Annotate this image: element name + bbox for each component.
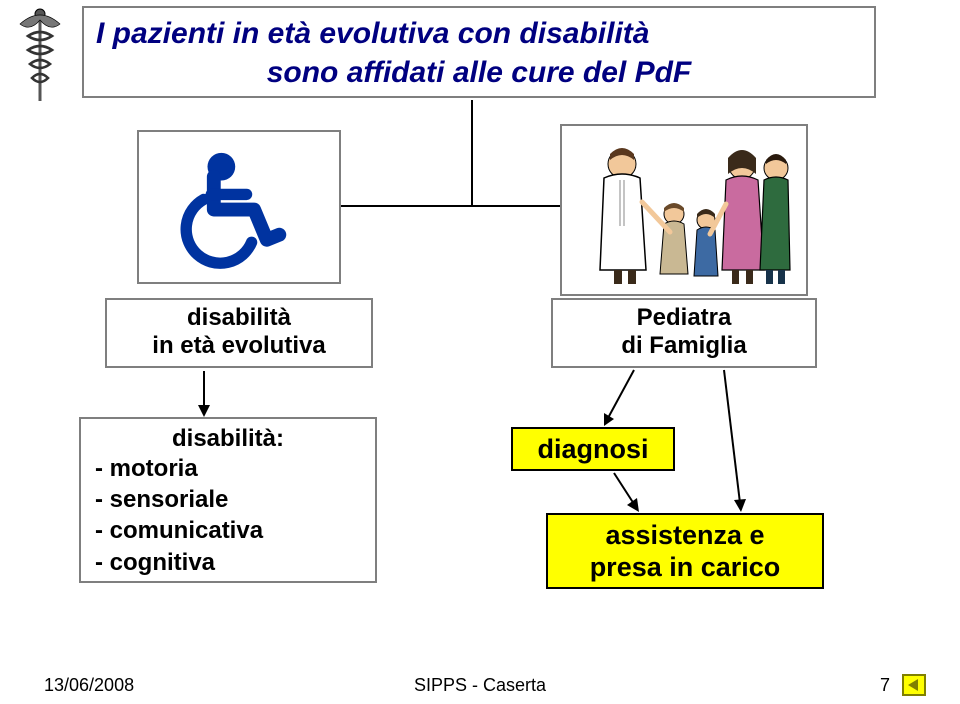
disability-types-header: disabilità: [95, 425, 361, 453]
disability-types-item-1: - sensoriale [95, 484, 361, 515]
assistenza-box: assistenza e presa in carico [546, 513, 824, 589]
disability-types-item-2: - comunicativa [95, 515, 361, 546]
title-line1: I pazienti in età evolutiva con disabili… [96, 14, 862, 53]
caduceus-icon [10, 6, 70, 116]
diagnosi-box: diagnosi [511, 427, 675, 471]
diagnosi-label: diagnosi [537, 434, 648, 465]
disability-types-item-0: - motoria [95, 453, 361, 484]
disability-age-line2: in età evolutiva [107, 332, 371, 360]
disability-types-item-3: - cognitiva [95, 547, 361, 578]
title-line2: sono affidati alle cure del PdF [96, 53, 862, 92]
disability-age-line1: disabilità [107, 304, 371, 332]
disability-types-box: disabilità: - motoria - sensoriale - com… [79, 417, 377, 583]
family-icon [574, 140, 794, 290]
wheelchair-box [137, 130, 341, 284]
assistenza-line1: assistenza e [605, 519, 764, 551]
assistenza-line2: presa in carico [590, 551, 781, 583]
disability-age-box: disabilità in età evolutiva [105, 298, 373, 368]
pediatrician-line2: di Famiglia [553, 332, 815, 360]
pediatrician-box: Pediatra di Famiglia [551, 298, 817, 368]
footer-center: SIPPS - Caserta [0, 675, 960, 696]
title-box: I pazienti in età evolutiva con disabili… [82, 6, 876, 98]
pediatrician-line1: Pediatra [553, 304, 815, 332]
wheelchair-icon [174, 144, 304, 270]
nav-back-button[interactable] [902, 674, 926, 696]
footer-page: 7 [880, 675, 890, 696]
family-box [560, 124, 808, 296]
